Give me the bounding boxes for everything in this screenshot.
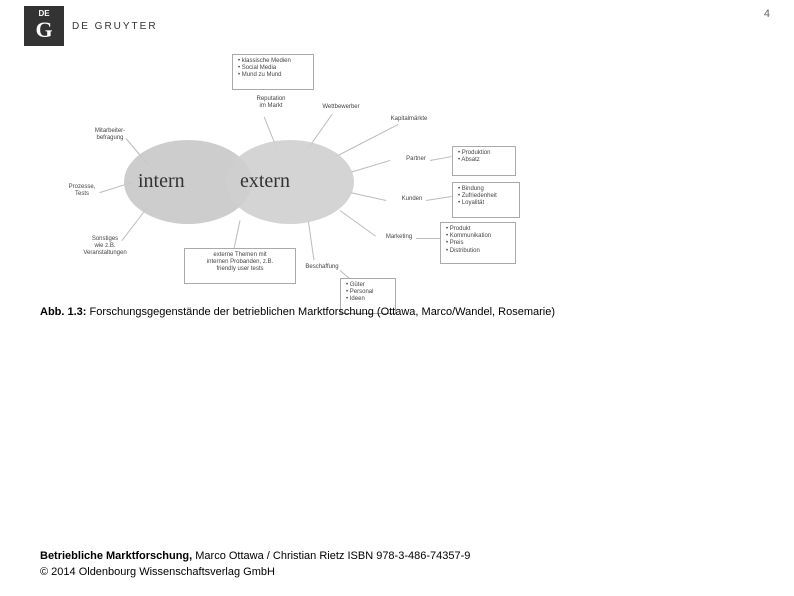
intern-cloud-c1: Mitarbeiter- befragung [80,124,140,156]
overlap-box: externe Themen mit internen Probanden, z… [184,248,296,284]
figure-caption: Abb. 1.3: Forschungsgegenstände der betr… [40,306,555,318]
intern-cloud-c3: Sonstiges wie z.B. Veranstaltungen [68,232,142,270]
connector-line [234,220,241,248]
venn-extern-label: extern [240,170,290,193]
extern-cloud-e4-label: Partner [406,156,426,162]
detail-box-b2: • Produktion • Absatz [452,146,516,176]
extern-cloud-e5: Kunden [386,192,438,216]
caption-text: Forschungsgegenstände der betrieblichen … [90,306,555,318]
logo-mark: DE G [24,6,64,46]
book-title: Betriebliche Marktforschung, [40,550,192,562]
logo-g: G [35,18,52,42]
publisher-name: DE GRUYTER [72,21,158,32]
extern-cloud-e3: Kapitalmärkte [376,112,442,138]
extern-cloud-e7-label: Beschaffung [305,264,338,270]
publisher-logo: DE G DE GRUYTER [24,6,158,46]
intern-cloud-c2: Prozesse, Tests [52,180,112,212]
extern-cloud-e6-label: Marketing [386,234,412,240]
book-meta: Marco Ottawa / Christian Rietz ISBN 978-… [192,550,470,562]
connector-line [308,218,315,260]
extern-cloud-e5-label: Kunden [402,196,423,202]
intern-cloud-c3-label: Sonstiges wie z.B. Veranstaltungen [83,236,126,256]
footer: Betriebliche Marktforschung, Marco Ottaw… [40,549,470,580]
venn-diagram: intern extern Mitarbeiter- befragung Prozes… [40,72,540,292]
venn-intern-label: intern [138,170,185,193]
intern-cloud-c2-label: Prozesse, Tests [69,184,96,197]
detail-box-b3: • Bindung • Zufriedenheit • Loyalität [452,182,520,218]
extern-cloud-e1-label: Reputation im Markt [256,96,285,109]
detail-box-b4: • Produkt • Kommunikation • Preis • Dist… [440,222,516,264]
extern-cloud-e4: Partner [390,152,442,176]
detail-box-b1: • klassische Medien • Social Media • Mun… [232,54,314,90]
extern-cloud-e2: Wettbewerber [308,100,374,126]
page-number: 4 [764,8,770,20]
footer-line1: Betriebliche Marktforschung, Marco Ottaw… [40,549,470,564]
extern-cloud-e3-label: Kapitalmärkte [391,116,428,122]
connector-line [350,160,390,173]
extern-cloud-e6: Marketing [370,230,428,254]
extern-cloud-e2-label: Wettbewerber [322,104,359,110]
connector-line [350,192,386,201]
extern-cloud-e1: Reputation im Markt [240,92,302,124]
footer-copyright: © 2014 Oldenbourg Wissenschaftsverlag Gm… [40,565,470,580]
caption-prefix: Abb. 1.3: [40,306,86,318]
intern-cloud-c1-label: Mitarbeiter- befragung [95,128,125,141]
